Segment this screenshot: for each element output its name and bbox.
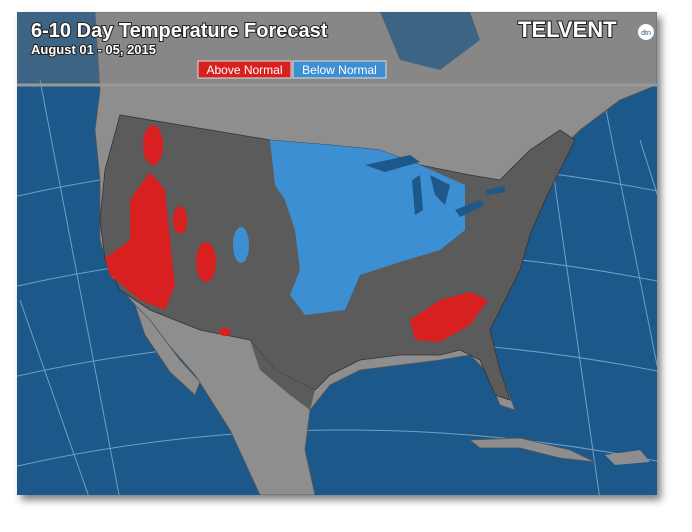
subtitle: August 01 - 05, 2015	[31, 42, 156, 57]
legend-label: Below Normal	[302, 63, 377, 77]
legend: Above Normal Below Normal	[197, 60, 387, 79]
hudson-bay	[380, 12, 480, 70]
logo: TELVENT	[518, 17, 617, 42]
map-layers	[17, 12, 657, 495]
logo-badge-text: dtn	[641, 30, 651, 37]
mexico-dark	[250, 340, 315, 410]
cuba	[468, 437, 596, 463]
baja	[134, 304, 201, 396]
above-normal-areas	[105, 125, 488, 342]
title: 6-10 Day Temperature Forecast	[31, 20, 328, 42]
great-lakes	[365, 155, 505, 217]
legend-swatch	[292, 60, 387, 79]
legend-label: Above Normal	[206, 63, 282, 77]
hispaniola	[605, 450, 650, 465]
legend-swatch	[197, 60, 292, 79]
logo-badge	[638, 24, 654, 40]
below-normal-area	[233, 227, 249, 263]
